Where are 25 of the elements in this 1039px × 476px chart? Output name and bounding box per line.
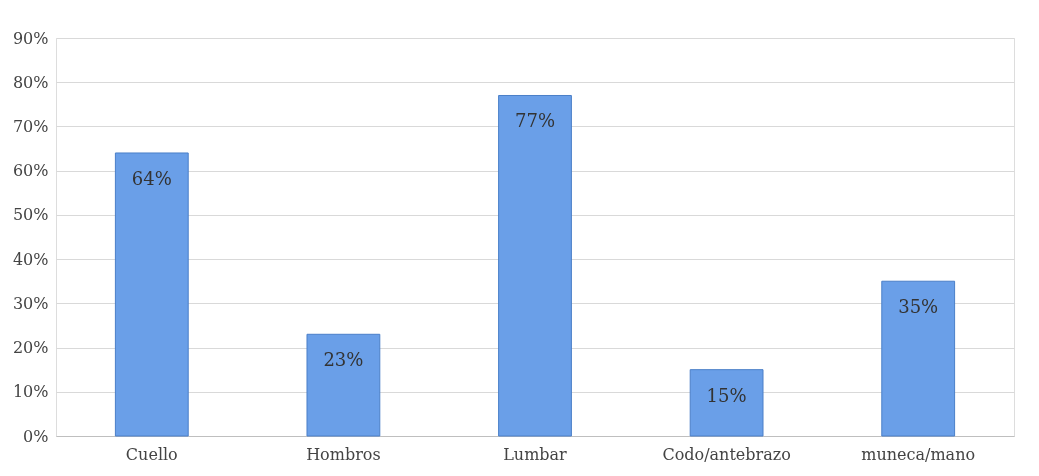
- y-tick-label: 60%: [12, 161, 49, 181]
- x-tick-label: Lumbar: [503, 444, 568, 464]
- y-tick-label: 50%: [12, 205, 49, 225]
- y-tick-label: 20%: [12, 338, 49, 358]
- data-label: 15%: [706, 384, 747, 406]
- y-tick-label: 40%: [12, 249, 49, 269]
- x-tick-label: Hombros: [306, 444, 381, 464]
- y-tick-label: 90%: [12, 28, 49, 48]
- y-tick-label: 0%: [23, 426, 49, 446]
- data-label: 23%: [323, 349, 364, 371]
- bar: [881, 280, 956, 437]
- x-tick-label: Codo/antebrazo: [662, 444, 791, 464]
- bar: [689, 369, 764, 437]
- y-tick-label: 30%: [12, 293, 49, 313]
- y-tick-label: 70%: [12, 116, 49, 136]
- bar: [306, 333, 381, 437]
- x-tick-label: muneca/mano: [861, 444, 976, 464]
- data-label: 64%: [131, 167, 172, 189]
- y-tick-label: 10%: [12, 382, 49, 402]
- y-tick-label: 80%: [12, 72, 49, 92]
- x-tick-label: Cuello: [125, 444, 178, 464]
- data-label: 77%: [514, 110, 556, 132]
- data-label: 35%: [898, 296, 939, 318]
- bar: [114, 152, 189, 437]
- bar: [498, 94, 572, 437]
